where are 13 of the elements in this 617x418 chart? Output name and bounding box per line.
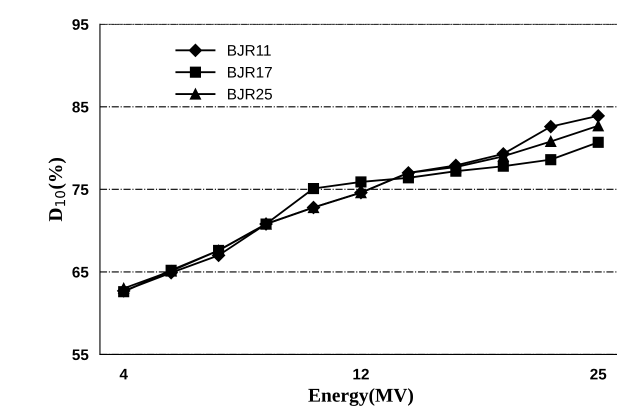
legend-label: BJR17: [228, 67, 272, 78]
x-tick-label: 12: [353, 368, 369, 380]
y-tick-label: 65: [72, 266, 88, 278]
y-tick-label: 75: [72, 184, 88, 196]
legend-label: BJR11: [228, 45, 271, 56]
y-tick-label: 55: [72, 349, 88, 360]
y-axis-title: D$_{10}$(%): [48, 158, 66, 222]
legend-label: BJR25: [228, 88, 272, 100]
y-tick-label: 95: [72, 19, 88, 30]
x-tick-label: 4: [120, 368, 128, 380]
y-tick-label: 85: [72, 102, 88, 112]
x-tick-label: 25: [590, 368, 606, 380]
x-axis-title: Energy(MV): [308, 388, 414, 406]
